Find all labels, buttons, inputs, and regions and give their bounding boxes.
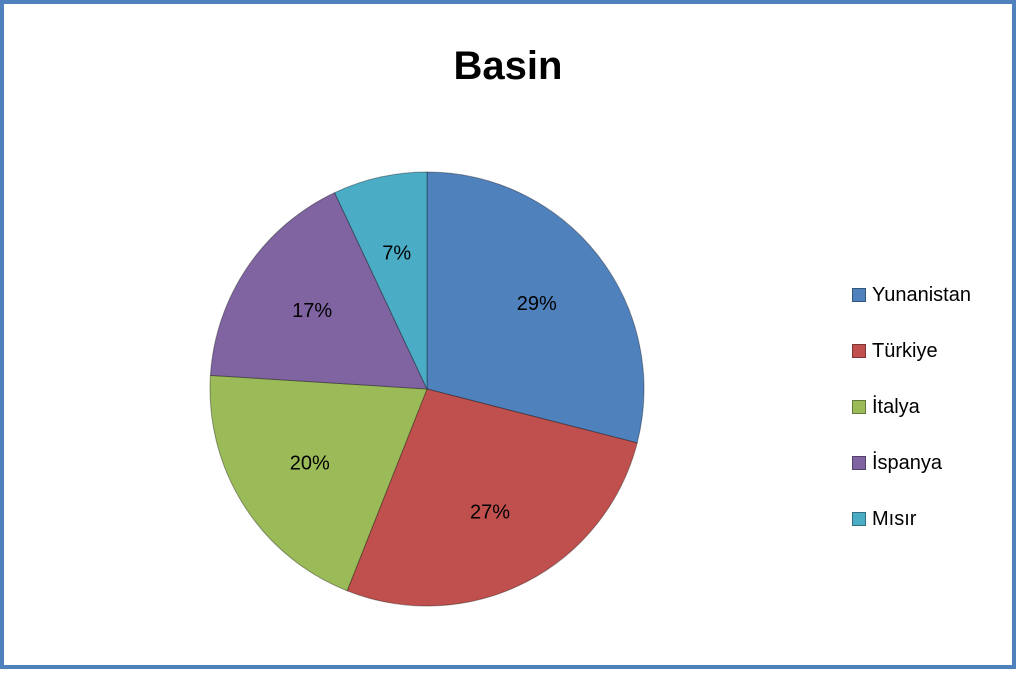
legend-label: İspanya [872, 451, 943, 474]
legend: Yunanistan Türkiye İtalya İspanya Mısır [852, 267, 971, 547]
legend-item-italya: İtalya [852, 379, 971, 435]
legend-label: Yunanistan [872, 283, 971, 306]
legend-swatch [852, 512, 866, 526]
pie-slice-3 [209, 191, 428, 390]
chart-title: Basin [453, 44, 563, 88]
legend-item-ispanya: İspanya [852, 435, 971, 491]
legend-label: İtalya [872, 395, 920, 418]
legend-item-turkiye: Türkiye [852, 323, 971, 379]
pie-slice-0 [426, 171, 645, 444]
pie-slice-4 [333, 171, 428, 390]
data-label-3: 17% [292, 300, 332, 322]
data-label-0: 29% [517, 293, 557, 315]
data-label-4: 7% [382, 242, 411, 264]
legend-item-misir: Mısır [852, 491, 971, 547]
legend-swatch [852, 400, 866, 414]
data-label-1: 27% [470, 502, 510, 524]
pie-slice-1 [346, 388, 638, 607]
legend-swatch [852, 344, 866, 358]
legend-swatch [852, 288, 866, 302]
pie-chart: 29% 27% 20% 17% 7% [209, 171, 645, 607]
legend-label: Mısır [872, 507, 917, 530]
legend-swatch [852, 456, 866, 470]
legend-item-yunanistan: Yunanistan [852, 267, 971, 323]
data-label-2: 20% [290, 452, 330, 474]
pie-slice-2 [209, 374, 428, 592]
legend-label: Türkiye [872, 339, 938, 362]
